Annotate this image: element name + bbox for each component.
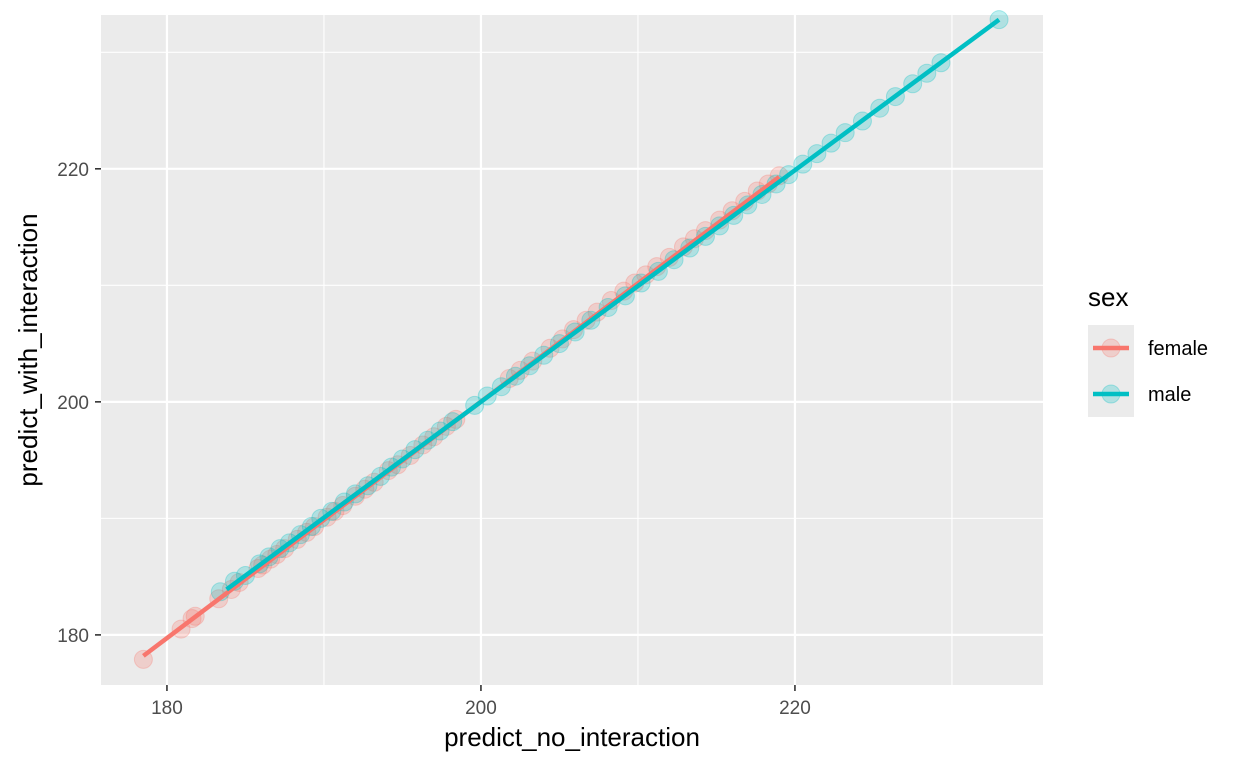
minor-gridlines [101, 15, 1043, 685]
legend: sex female male [1088, 282, 1208, 417]
major-gridlines [101, 15, 1043, 685]
x-tick-label: 220 [779, 698, 811, 719]
x-tick-label: 180 [151, 698, 183, 719]
y-axis-title: predict_with_interaction [13, 213, 43, 486]
x-axis-title: predict_no_interaction [444, 722, 700, 752]
plot-panel [101, 15, 1043, 685]
x-axis-ticks: 180 200 220 [151, 685, 811, 719]
legend-items: female male [1088, 325, 1208, 417]
legend-title: sex [1088, 282, 1128, 312]
fit-lines [142, 17, 1001, 658]
y-axis-ticks: 180 200 220 [57, 160, 101, 647]
y-tick-label: 220 [57, 160, 89, 181]
legend-label-female: female [1148, 338, 1208, 360]
x-tick-label: 200 [465, 698, 497, 719]
fit-line-male [225, 17, 1001, 592]
legend-label-male: male [1148, 384, 1191, 406]
y-tick-label: 180 [57, 626, 89, 647]
y-tick-label: 200 [57, 393, 89, 414]
